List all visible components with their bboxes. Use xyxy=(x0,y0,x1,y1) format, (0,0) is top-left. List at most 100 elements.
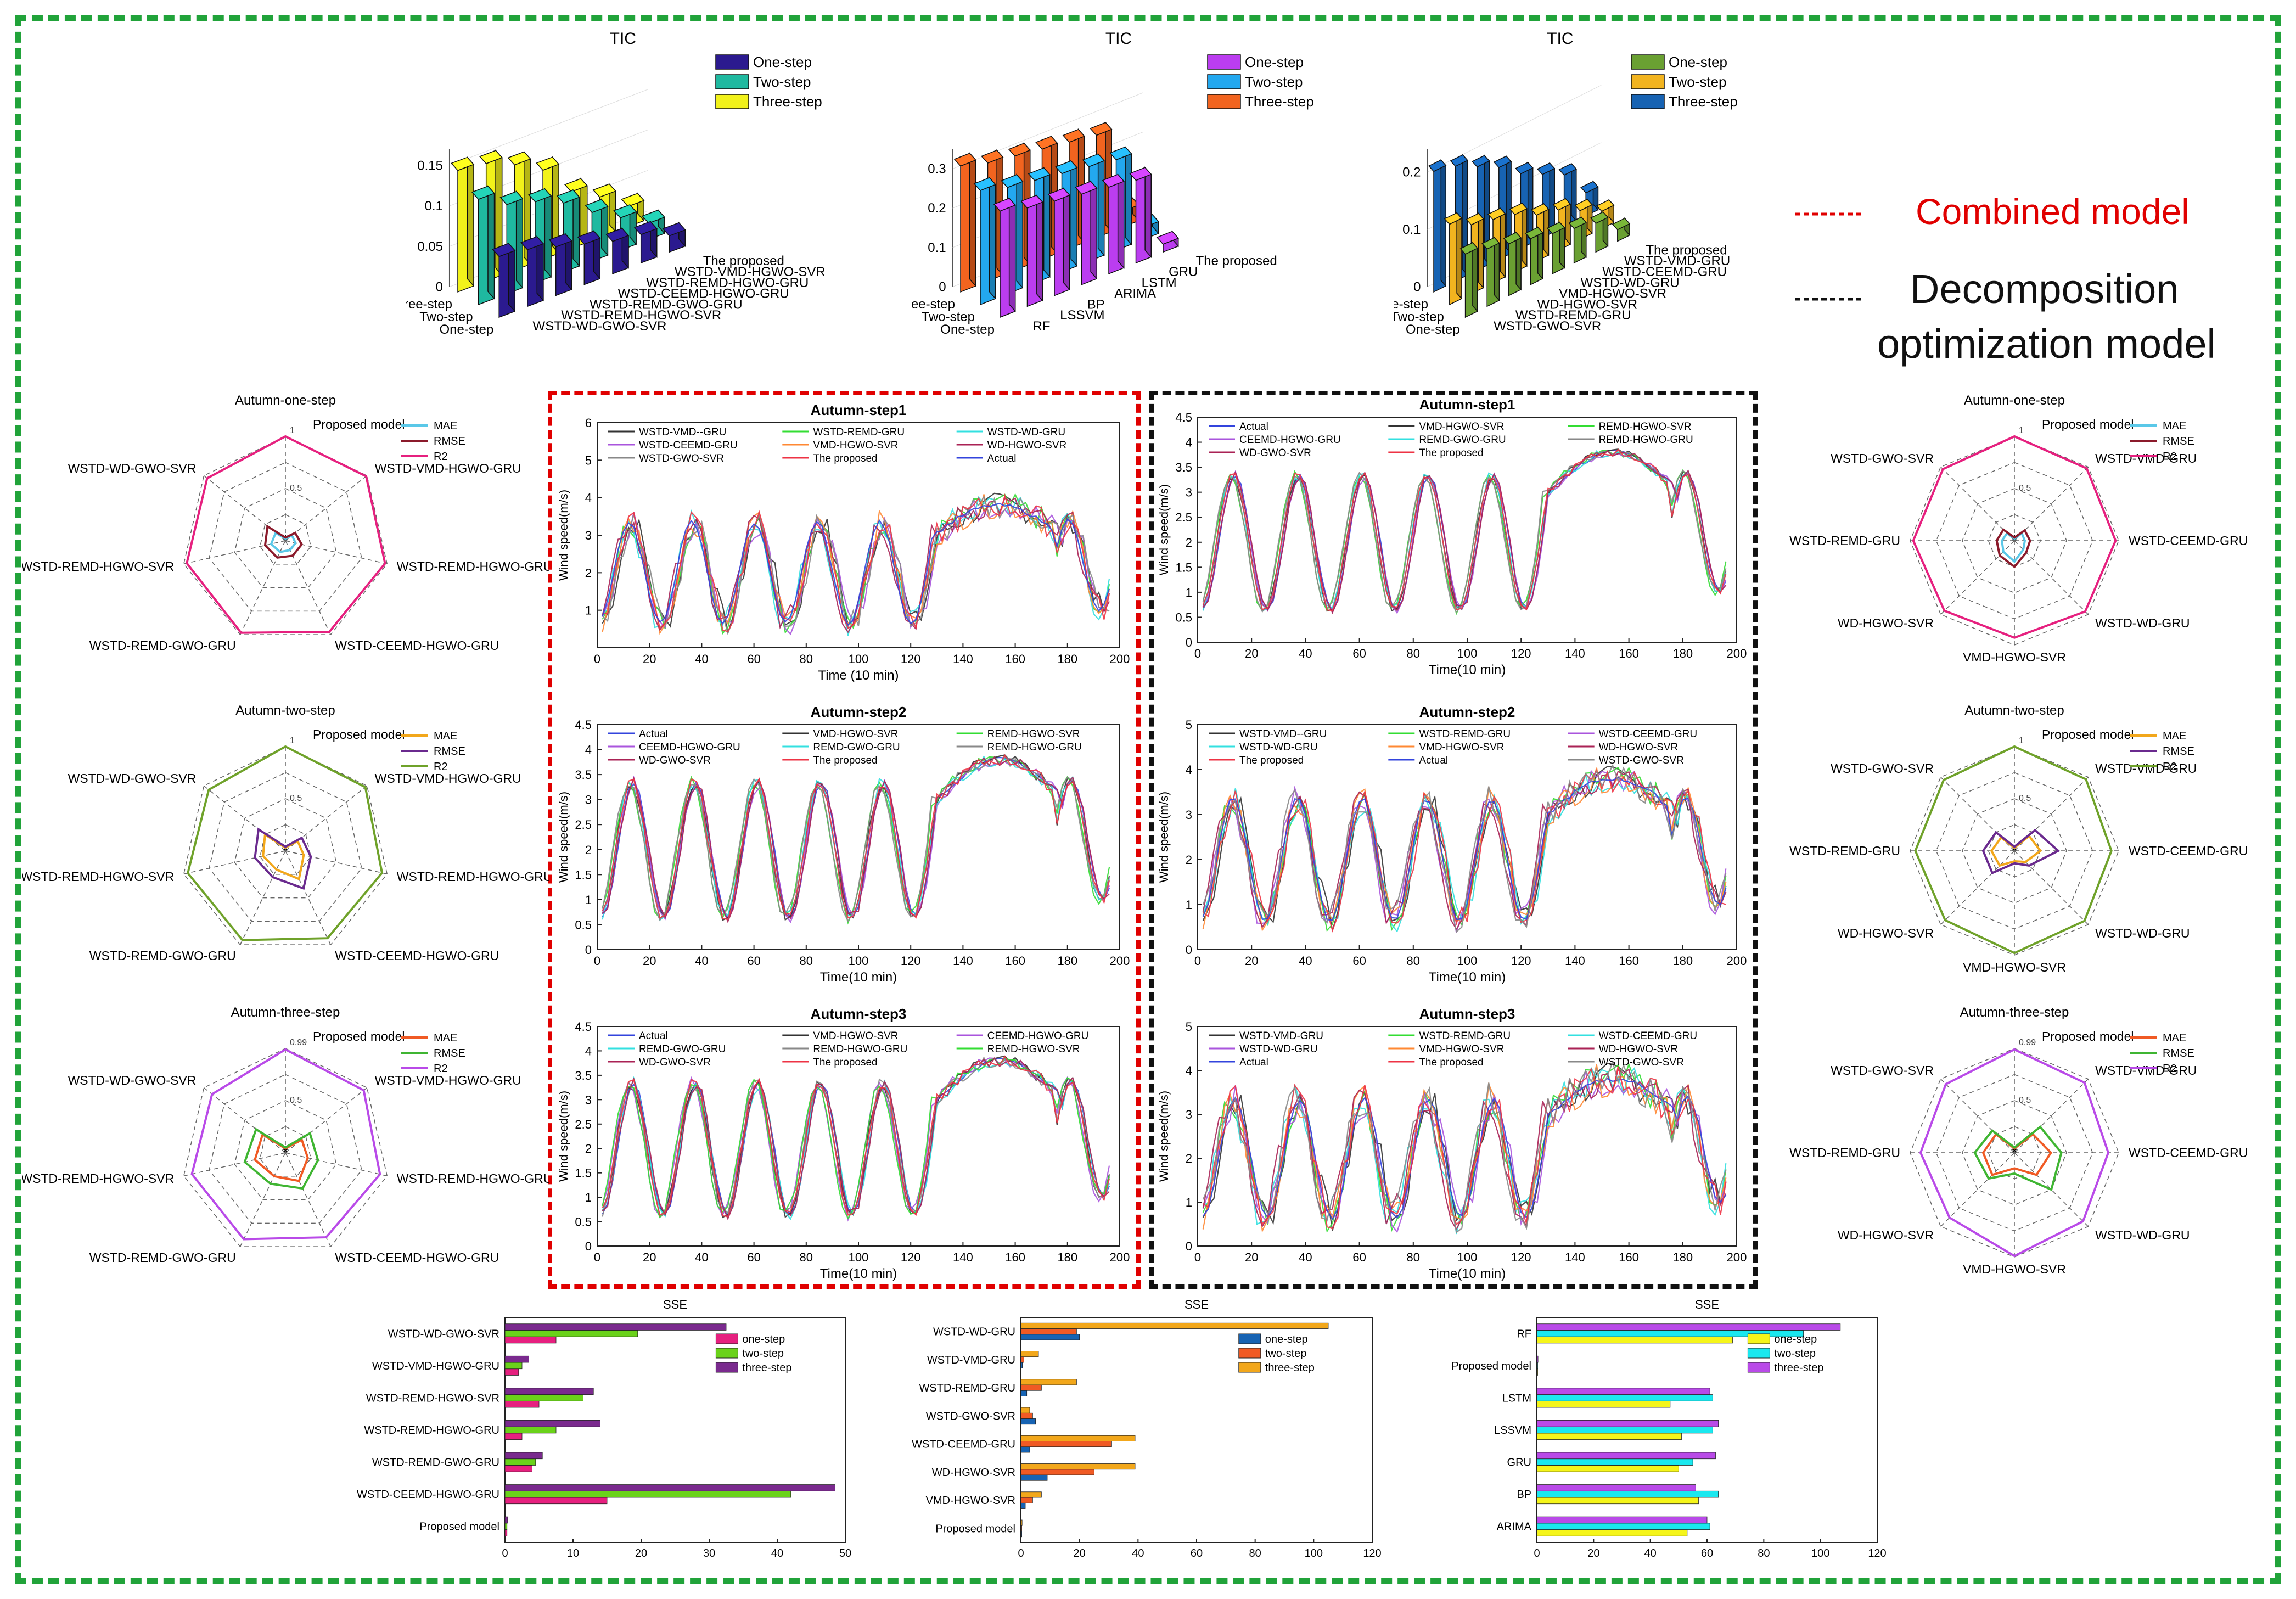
line-series-VMD-HGWO-SVR xyxy=(1202,767,1727,932)
sse-x-tick-label: 30 xyxy=(703,1547,715,1559)
tic-bar-side xyxy=(1036,194,1043,302)
line-y-tick-label: 2 xyxy=(1186,1152,1192,1165)
line-x-tick-label: 20 xyxy=(643,652,656,666)
radar-axis-label: WSTD-CEEMD-GRU xyxy=(2129,1146,2248,1160)
radar-legend-label: R2 xyxy=(2163,451,2177,463)
tic-legend-swatch xyxy=(1207,94,1241,109)
line-y-tick-label: 2 xyxy=(585,1142,592,1155)
radar-axis-label: Proposed model xyxy=(313,1029,405,1043)
tic-bar-top xyxy=(1129,167,1152,181)
radar-axis-label: Proposed model xyxy=(2042,1029,2134,1043)
tic-step-label: Three-step xyxy=(1394,297,1428,312)
line-x-tick-label: 120 xyxy=(901,954,921,968)
radar-series-R2 xyxy=(186,745,384,941)
sse-bar-two-step xyxy=(1536,1394,1713,1401)
tic-bar-side xyxy=(1097,153,1105,256)
tic-category-label: LSSVM xyxy=(1060,308,1104,323)
tic-bar-top xyxy=(507,151,531,166)
line-legend-label: Actual xyxy=(1239,421,1268,433)
line-legend-label: Actual xyxy=(987,453,1017,464)
line-legend-label: WSTD-WD-GRU xyxy=(987,427,1065,438)
line-legend-label: VMD-HGWO-SVR xyxy=(813,728,898,740)
line-y-tick-label: 4 xyxy=(1186,1064,1192,1078)
tic-bar-top xyxy=(1020,194,1043,209)
tic-bar-side xyxy=(1063,187,1070,291)
tic-bar-top xyxy=(536,156,560,171)
line-series-WSTD-GWO-SVR xyxy=(1202,764,1727,933)
radar-axis-label: WSTD-WD-GRU xyxy=(2095,616,2190,630)
sse-bar-three-step xyxy=(1020,1407,1030,1413)
sse-bar-one-step xyxy=(1536,1465,1679,1472)
line-x-tick-label: 40 xyxy=(695,652,708,666)
tic-y-tick: 0.2 xyxy=(928,201,946,216)
line-x-label: Time(10 min) xyxy=(1429,663,1506,677)
tic-category-label: WSTD-GWO-SVR xyxy=(1494,319,1601,334)
radar-legend-label: RMSE xyxy=(434,745,465,758)
line-legend-label: WSTD-WD-GRU xyxy=(1239,742,1317,753)
tic-step-label: One-step xyxy=(439,322,493,337)
sse-category-label: WSTD-REMD-HGWO-GRU xyxy=(364,1424,499,1437)
tic-y-tick: 0.1 xyxy=(425,199,443,214)
radar-tick-mid: 0.5 xyxy=(2019,1096,2031,1105)
sse-chart-combined: SSE 0 10 20 30 40 50 WSTD-WD-GWO-SVR WSTD-VMD-HG… xyxy=(357,1298,851,1559)
tic-bar-top xyxy=(1008,143,1031,157)
tic-bar-top xyxy=(499,191,524,205)
tic-bar-top xyxy=(1536,162,1556,175)
line-x-tick-label: 140 xyxy=(1565,954,1585,968)
line-x-tick-label: 20 xyxy=(643,1250,656,1264)
sse-bar-three-step xyxy=(1020,1491,1042,1498)
radar-axis-label: WSTD-VMD-HGWO-GRU xyxy=(375,771,521,786)
line-x-tick-label: 0 xyxy=(594,954,600,968)
line-x-tick-label: 40 xyxy=(1299,954,1312,968)
line-x-tick-label: 160 xyxy=(1005,954,1025,968)
radar-tick-max: 1 xyxy=(2019,736,2024,745)
line-x-label: Time (10 min) xyxy=(818,668,899,683)
tic-bar-top xyxy=(548,233,572,248)
line-x-tick-label: 200 xyxy=(1110,1250,1130,1264)
sse-chart-single: SSE 0 20 40 60 80 100 120 RF Proposed model LSTM LS… xyxy=(1451,1298,1886,1559)
sse-bar-one-step xyxy=(1020,1334,1080,1340)
line-y-tick-label: 2.5 xyxy=(575,1118,592,1131)
tic-category-label: WSTD-REMD-HGWO-GRU xyxy=(646,276,809,290)
radar-grid-ring xyxy=(183,436,388,635)
sse-category-label: ARIMA xyxy=(1497,1521,1532,1533)
tic-bar-top xyxy=(1580,181,1599,194)
tic-y-tick: 0 xyxy=(436,280,443,295)
radar-axis-label: WSTD-WD-GRU xyxy=(2095,926,2190,940)
radar-spoke xyxy=(2014,1152,2089,1227)
tic-bar-top xyxy=(641,209,666,224)
line-x-tick-label: 80 xyxy=(1407,647,1420,660)
radar-spoke xyxy=(2014,1079,2089,1153)
radar-axis-label: WSTD-WD-GRU xyxy=(2095,1228,2190,1242)
sse-x-tick-label: 80 xyxy=(1249,1547,1261,1559)
tic-bar-side xyxy=(1070,160,1077,267)
line-x-tick-label: 20 xyxy=(1245,1250,1258,1264)
line-x-tick-label: 60 xyxy=(747,652,760,666)
sse-bar-one-step xyxy=(1536,1433,1682,1440)
radar-grid-ring xyxy=(209,462,362,612)
sse-legend-label: three-step xyxy=(742,1362,791,1374)
radar-legend-label: RMSE xyxy=(2163,1047,2194,1059)
sse-category-label: Proposed model xyxy=(1451,1360,1531,1372)
sse-x-tick-label: 120 xyxy=(1363,1547,1381,1559)
sse-bar-three-step xyxy=(1536,1355,1539,1363)
sse-bar-one-step xyxy=(1536,1400,1671,1408)
tic-bar-top xyxy=(1525,227,1543,239)
tic-bar-side xyxy=(515,190,524,289)
tic-bar-top xyxy=(577,231,601,245)
line-legend-label: REMD-HGWO-SVR xyxy=(987,1043,1080,1055)
radar-spoke xyxy=(183,850,286,875)
tic-bar-side xyxy=(1478,212,1484,289)
sse-category-label: WSTD-GWO-SVR xyxy=(926,1410,1015,1422)
line-legend-label: WD-HGWO-SVR xyxy=(1599,742,1679,753)
tic-bar-top xyxy=(1450,154,1468,167)
line-legend-label: WD-GWO-SVR xyxy=(1239,447,1311,459)
radar-axis-label: WSTD-VMD-GRU xyxy=(2095,761,2197,776)
line-x-tick-label: 180 xyxy=(1057,954,1077,968)
radar-axis-label: WSTD-REMD-GWO-GRU xyxy=(89,949,236,963)
sse-bar-three-step xyxy=(504,1388,594,1395)
tic-bar-top xyxy=(953,153,976,167)
radar-series-RMSE xyxy=(254,827,312,890)
